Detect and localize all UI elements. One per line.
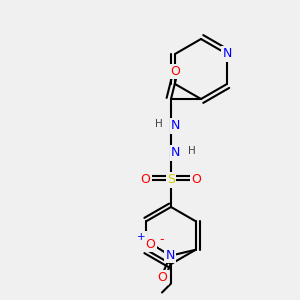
Text: +: + (137, 232, 146, 242)
Text: N: N (222, 47, 232, 61)
Text: H: H (155, 119, 163, 130)
Text: O: O (192, 173, 201, 187)
Text: N: N (171, 119, 180, 133)
Text: N: N (171, 146, 180, 160)
Text: S: S (167, 173, 175, 187)
Text: O: O (158, 271, 168, 284)
Text: N: N (166, 249, 175, 262)
Text: O: O (141, 173, 150, 187)
Text: O: O (171, 65, 180, 78)
Text: O: O (146, 238, 156, 251)
Text: H: H (188, 146, 196, 157)
Text: -: - (160, 233, 164, 246)
